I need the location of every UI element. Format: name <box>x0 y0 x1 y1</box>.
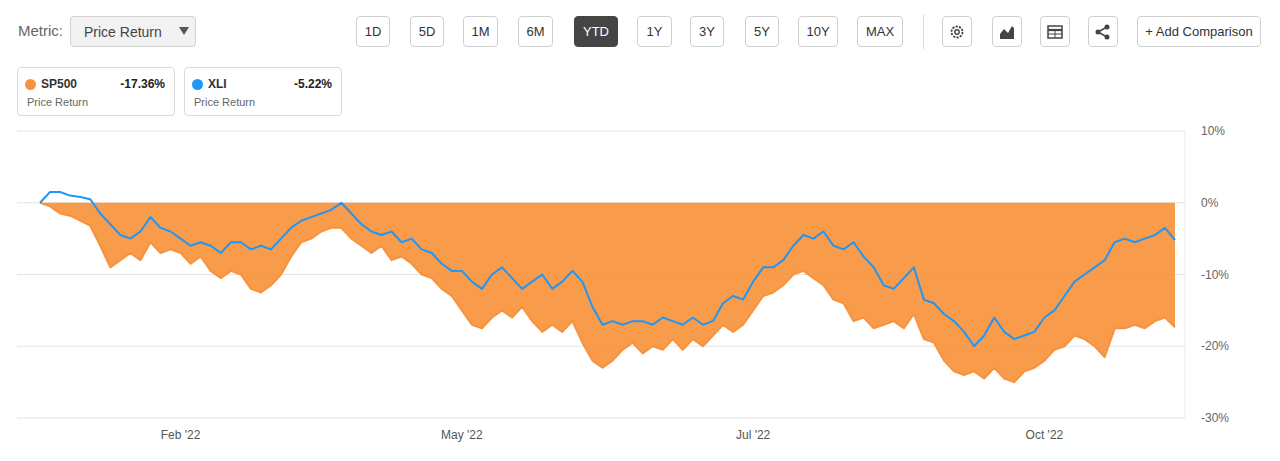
dropdown-arrow-icon <box>179 27 189 36</box>
legend-dot <box>192 79 203 90</box>
table-col <box>1055 30 1056 38</box>
legend-summary: -5.22% <box>294 77 332 91</box>
legend-summary: -17.36% <box>120 77 165 91</box>
area-fill <box>40 203 1175 382</box>
area-line <box>40 203 1175 382</box>
grid-line <box>17 202 1185 203</box>
y-tick-label: 10% <box>1201 124 1225 138</box>
range-button[interactable]: 6M <box>518 16 553 47</box>
grid-line <box>17 131 1185 132</box>
range-button[interactable]: 5Y <box>745 16 779 47</box>
add-comparison-button[interactable]: + Add Comparison <box>1137 16 1261 47</box>
icon-button-table[interactable] <box>1040 16 1070 47</box>
y-tick-label: -10% <box>1201 268 1229 282</box>
icon-table <box>1046 23 1064 41</box>
y-tick-label: 0% <box>1201 196 1219 210</box>
chart: 10% 0% -10% -20% -30% Feb '22 May '22 Jul '22 Oc… <box>0 0 1280 461</box>
metric-label: Metric: <box>18 22 63 39</box>
dropdown-arrow <box>179 27 189 36</box>
legend-name: SP500 <box>41 77 77 91</box>
range-button[interactable]: MAX <box>857 16 903 47</box>
icon-area <box>998 23 1016 41</box>
grid <box>17 131 1185 418</box>
share-node <box>1096 29 1101 34</box>
x-tick-label: Oct '22 <box>1026 428 1064 442</box>
range-button[interactable]: 1Y <box>637 16 672 47</box>
gear-hub <box>955 29 959 33</box>
legend-card[interactable]: XLI -5.22% Price Return <box>184 67 342 116</box>
grid-line <box>17 274 1185 275</box>
icon-share <box>1094 23 1112 41</box>
grid-line <box>17 346 1185 347</box>
metric-dropdown[interactable]: Price Return <box>70 16 196 47</box>
icon-button-gear[interactable] <box>942 16 972 47</box>
legend-metric: Price Return <box>194 96 255 108</box>
metric-value: Price Return <box>84 24 162 40</box>
y-tick-label: -20% <box>1201 339 1229 353</box>
icon-button-share[interactable] <box>1088 16 1118 47</box>
arrow-shape <box>179 27 189 35</box>
gear-teeth <box>952 26 963 37</box>
legend-card[interactable]: SP500 -17.36% Price Return <box>17 67 175 116</box>
series-line <box>40 192 1175 346</box>
y-tick-label: -30% <box>1201 411 1229 425</box>
icon-button-area[interactable] <box>992 16 1022 47</box>
range-button[interactable]: 10Y <box>798 16 838 47</box>
range-button[interactable]: 5D <box>410 16 444 47</box>
share-node <box>1105 34 1110 39</box>
x-tick-label: Jul '22 <box>736 428 771 442</box>
range-button[interactable]: YTD <box>574 16 618 47</box>
range-button[interactable]: 3Y <box>690 16 724 47</box>
icon-gear <box>948 23 966 41</box>
series-group <box>40 192 1175 382</box>
legend-dot <box>25 79 36 90</box>
share-node <box>1105 24 1110 29</box>
x-tick-label: Feb '22 <box>161 428 201 442</box>
grid-line <box>17 418 1185 419</box>
range-button[interactable]: 1D <box>356 16 390 47</box>
x-tick-label: May '22 <box>441 428 483 442</box>
area-shape <box>1000 26 1014 39</box>
range-button[interactable]: 1M <box>463 16 498 47</box>
toolbar-separator <box>923 14 924 49</box>
y-axis-line <box>1185 131 1186 418</box>
legend-metric: Price Return <box>27 96 88 108</box>
table-frame <box>1048 26 1062 38</box>
legend-name: XLI <box>208 77 227 91</box>
